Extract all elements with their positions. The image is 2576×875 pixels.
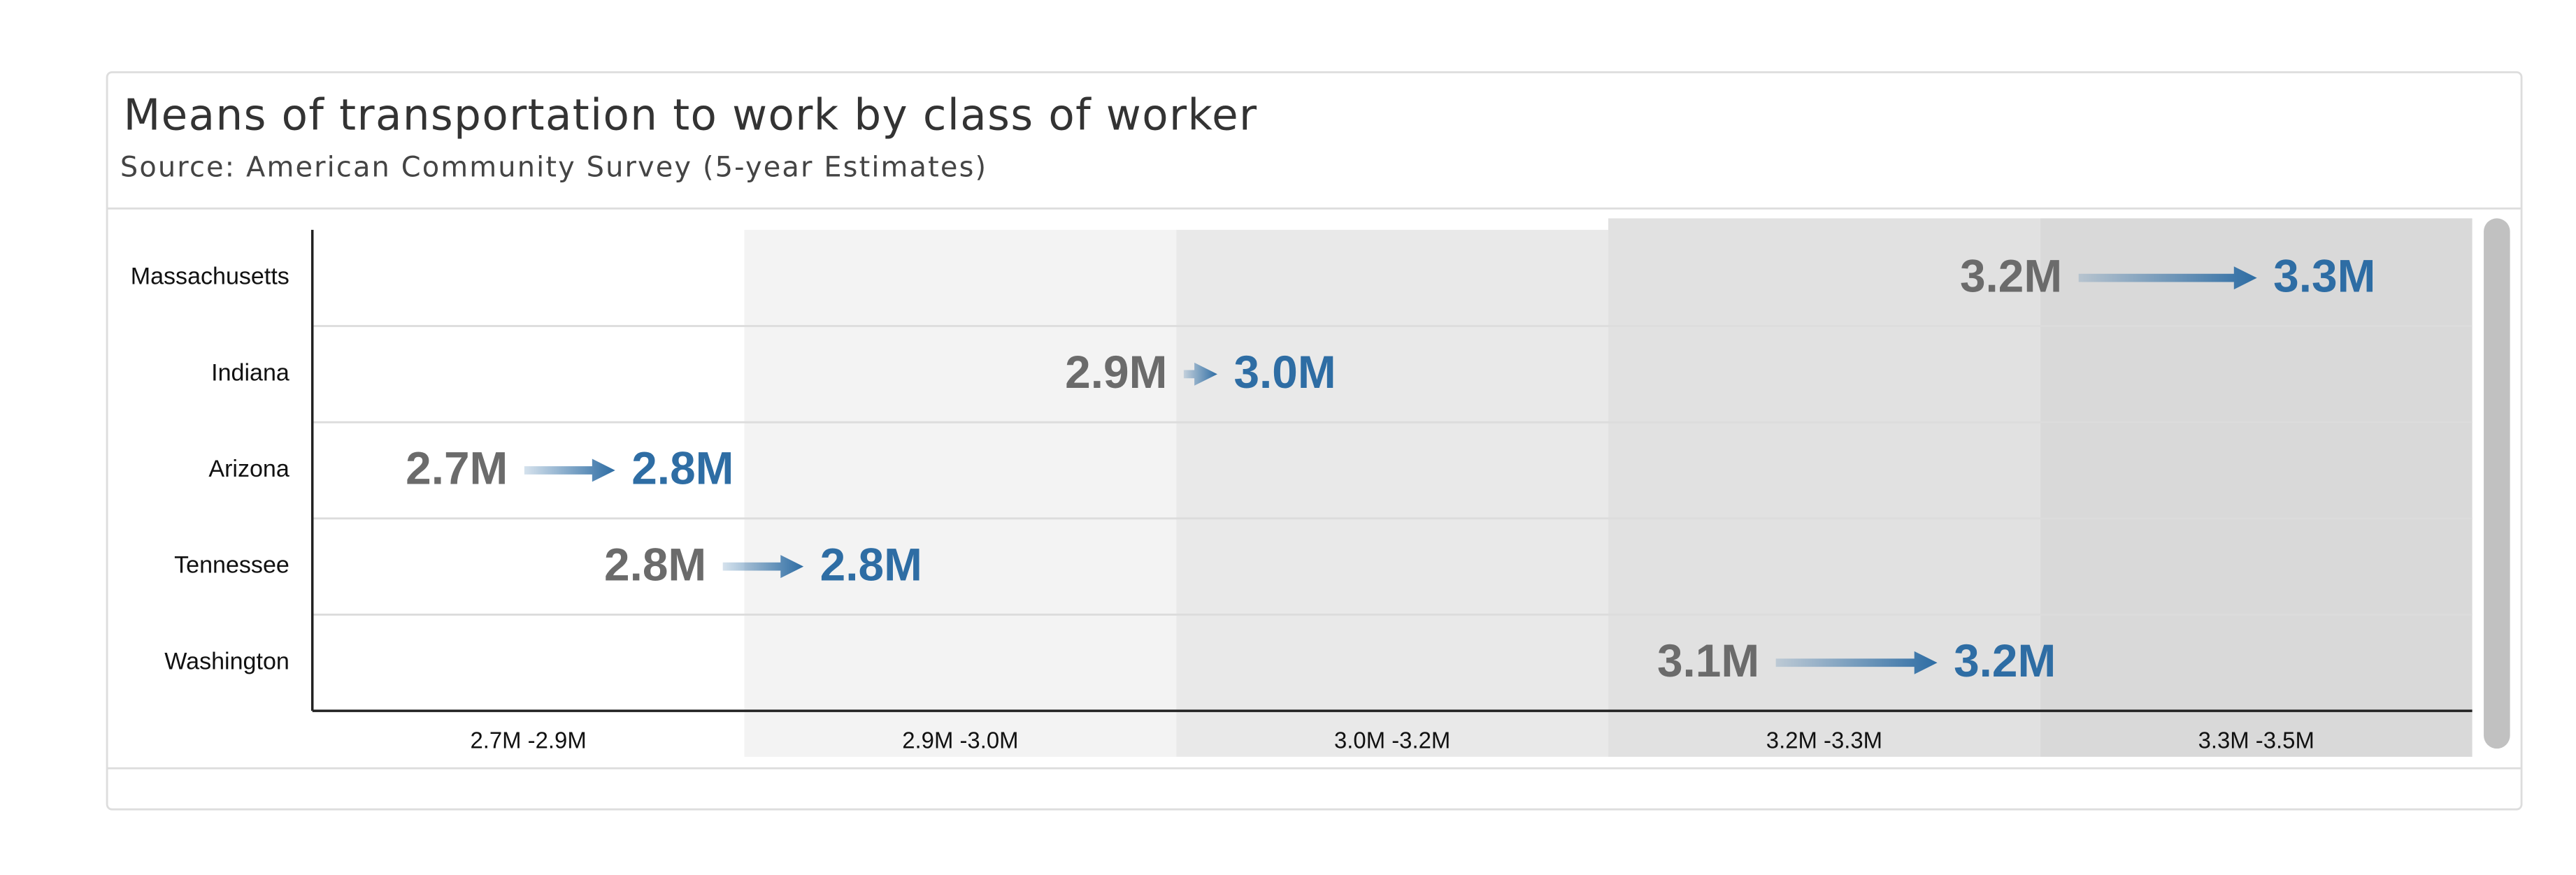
band-label: 3.3M -3.5M — [2198, 727, 2314, 753]
y-tick-label: Tennessee — [174, 552, 289, 579]
to-value-label: 3.3M — [2273, 250, 2375, 301]
arrow — [1183, 362, 1217, 386]
scrollbar[interactable] — [2484, 218, 2510, 749]
band — [312, 229, 745, 757]
band — [744, 229, 1177, 757]
from-value-label: 3.2M — [1960, 250, 2062, 301]
arrow — [2078, 266, 2257, 290]
arrow — [524, 458, 615, 482]
band — [1608, 218, 2040, 757]
from-value-label: 2.9M — [1065, 346, 1167, 398]
to-value-label: 3.2M — [1954, 635, 2056, 686]
y-tick-label: Indiana — [211, 359, 289, 386]
y-tick-label: Massachusetts — [131, 263, 289, 290]
from-value-label: 2.7M — [406, 442, 508, 494]
to-value-label: 2.8M — [631, 442, 734, 494]
band-label: 3.0M -3.2M — [1334, 727, 1450, 753]
band-label: 3.2M -3.3M — [1766, 727, 1882, 753]
chart-title: Means of transportation to work by class… — [124, 91, 1258, 140]
arrow — [722, 555, 804, 579]
band — [2040, 218, 2473, 757]
y-tick-label: Washington — [164, 648, 289, 674]
from-value-label: 2.8M — [604, 538, 706, 590]
chart-subtitle: Source: American Community Survey (5-yea… — [120, 151, 987, 183]
plot-area: 2.7M -2.9M 2.9M -3.0M 3.0M -3.2M 3.2M -3.3M… — [131, 218, 2473, 757]
to-value-label: 2.8M — [820, 538, 922, 590]
band-label: 2.7M -2.9M — [470, 727, 586, 753]
y-tick-label: Arizona — [208, 456, 289, 482]
to-value-label: 3.0M — [1233, 346, 1336, 398]
band — [1176, 229, 1609, 757]
band-label: 2.9M -3.0M — [902, 727, 1018, 753]
from-value-label: 3.1M — [1657, 635, 1759, 686]
arrow — [1775, 651, 1938, 674]
